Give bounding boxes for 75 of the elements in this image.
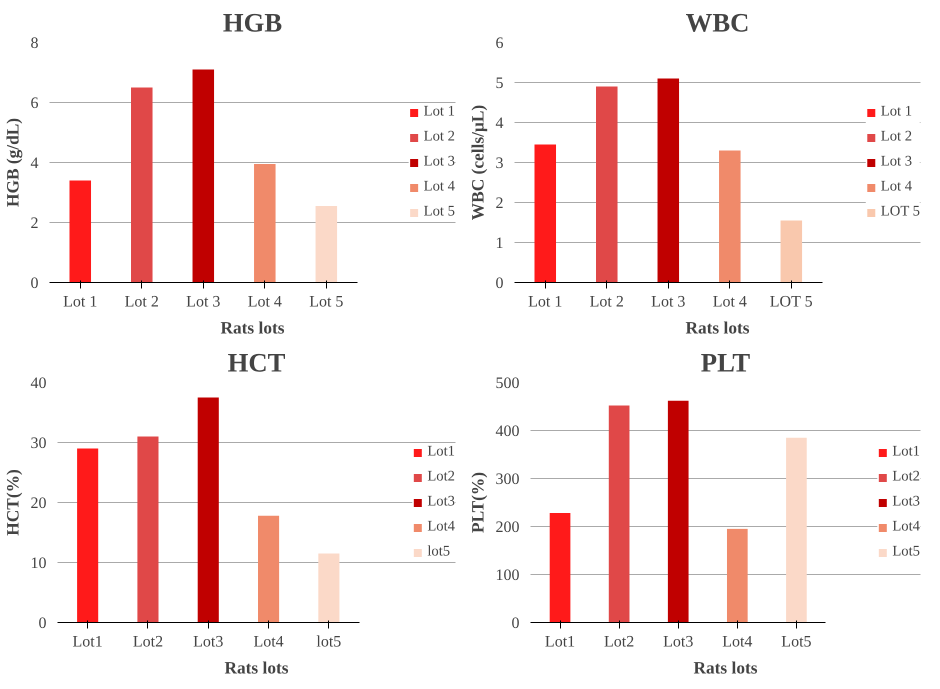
x-tick-label: Lot 1 bbox=[63, 294, 98, 310]
x-tick-label: Lot 4 bbox=[712, 294, 747, 310]
x-axis-title: Rats lots bbox=[220, 318, 285, 338]
y-tick-label: 1 bbox=[496, 235, 504, 252]
y-tick-label: 30 bbox=[30, 435, 46, 452]
legend-label: Lot 1 bbox=[424, 104, 455, 120]
x-tick-label: Lot4 bbox=[722, 634, 752, 650]
legend-label: Lot 3 bbox=[880, 154, 912, 170]
chart-title: HGB bbox=[222, 8, 282, 38]
y-tick-label: 6 bbox=[30, 95, 38, 112]
x-tick-label: Lot 1 bbox=[528, 294, 562, 310]
x-tick-label: Lot5 bbox=[781, 634, 812, 650]
y-tick-label: 0 bbox=[512, 615, 520, 632]
legend-label: Lot5 bbox=[892, 544, 920, 560]
x-tick-label: Lot2 bbox=[132, 634, 164, 650]
y-tick-label: 200 bbox=[496, 519, 520, 536]
y-tick-label: 20 bbox=[30, 495, 46, 512]
legend-label: Lot4 bbox=[427, 518, 455, 536]
y-tick-label: 4 bbox=[496, 115, 504, 132]
legend-label: Lot 1 bbox=[880, 104, 912, 120]
y-tick-label: 4 bbox=[30, 155, 38, 172]
y-tick-label: 2 bbox=[496, 195, 504, 212]
y-tick-label: 2 bbox=[30, 215, 38, 232]
legend-label: Lot2 bbox=[892, 468, 920, 486]
y-tick-label: 10 bbox=[30, 555, 46, 572]
x-axis-title: Rats lots bbox=[693, 658, 758, 678]
y-tick-label: 500 bbox=[496, 375, 520, 392]
y-tick-label: 0 bbox=[38, 615, 46, 632]
x-tick-label: lot5 bbox=[316, 634, 342, 650]
legend-label: Lot 3 bbox=[424, 154, 455, 170]
y-tick-label: 0 bbox=[30, 275, 38, 292]
chart-title: WBC bbox=[686, 8, 750, 38]
x-axis-title: Rats lots bbox=[685, 318, 750, 338]
y-tick-label: 8 bbox=[30, 35, 38, 52]
y-axis-title: HGB (g/dL) bbox=[4, 118, 22, 208]
x-tick-label: Lot 3 bbox=[651, 294, 686, 310]
legend-label: Lot 2 bbox=[880, 128, 912, 146]
legend-label: Lot3 bbox=[427, 494, 455, 510]
x-tick-label: Lot1 bbox=[544, 634, 576, 650]
y-tick-label: 5 bbox=[496, 75, 504, 92]
legend-label: Lot2 bbox=[427, 468, 455, 486]
x-tick-label: Lot 3 bbox=[186, 294, 220, 310]
x-tick-label: Lot 5 bbox=[309, 294, 344, 310]
legend-label: Lot1 bbox=[427, 444, 455, 460]
y-tick-label: 0 bbox=[496, 275, 504, 292]
y-tick-label: 6 bbox=[496, 35, 504, 52]
legend-label: Lot 2 bbox=[424, 128, 455, 146]
x-tick-label: Lot 4 bbox=[248, 294, 282, 310]
y-tick-label: 3 bbox=[496, 155, 504, 172]
x-tick-label: LOT 5 bbox=[770, 294, 813, 310]
legend-label: LOT 5 bbox=[880, 204, 920, 220]
x-tick-label: Lot 2 bbox=[590, 294, 624, 310]
x-tick-label: Lot2 bbox=[604, 634, 634, 650]
y-tick-label: 40 bbox=[30, 375, 46, 392]
legend-label: Lot1 bbox=[892, 444, 920, 460]
x-tick-label: Lot3 bbox=[663, 634, 694, 650]
chart-title: PLT bbox=[700, 348, 750, 378]
y-axis-title: WBC (cells/µL) bbox=[468, 104, 488, 220]
x-tick-label: Lot1 bbox=[72, 634, 103, 650]
y-tick-label: 400 bbox=[496, 423, 520, 440]
x-tick-label: Lot3 bbox=[193, 634, 224, 650]
y-axis-title: HCT(%) bbox=[4, 469, 22, 536]
y-axis-title: PLT(%) bbox=[468, 472, 488, 533]
y-tick-label: 100 bbox=[496, 567, 520, 584]
x-axis-title: Rats lots bbox=[224, 658, 289, 678]
x-tick-label: Lot4 bbox=[253, 634, 284, 650]
legend-label: Lot4 bbox=[892, 518, 920, 536]
chart-title: HCT bbox=[228, 348, 286, 378]
legend-label: lot5 bbox=[427, 544, 450, 560]
legend-label: Lot 4 bbox=[424, 178, 455, 196]
x-tick-label: Lot 2 bbox=[124, 294, 159, 310]
y-tick-label: 300 bbox=[496, 471, 520, 488]
legend-label: Lot 4 bbox=[880, 178, 912, 196]
legend-label: Lot 5 bbox=[424, 204, 455, 220]
legend-label: Lot3 bbox=[892, 494, 920, 510]
